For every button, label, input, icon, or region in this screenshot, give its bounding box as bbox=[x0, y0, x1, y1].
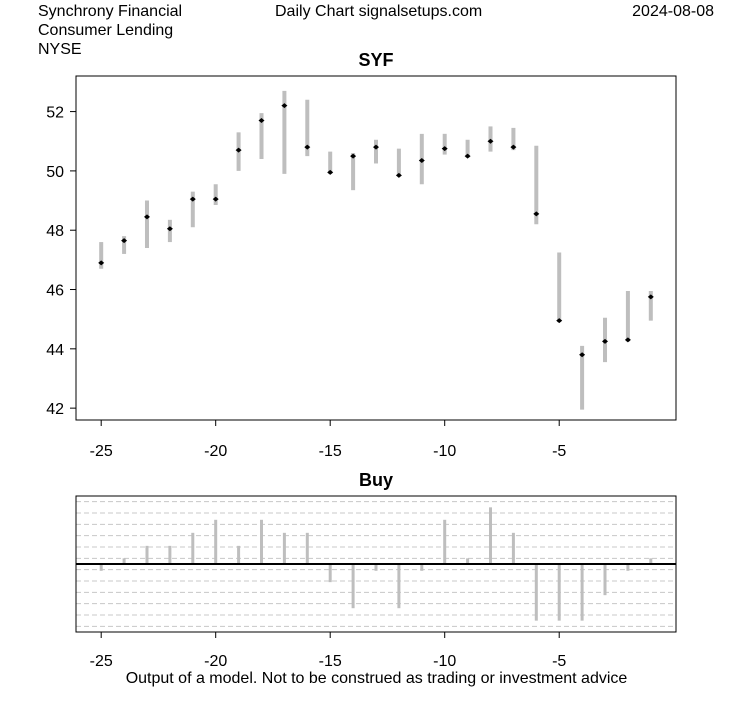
price-close-marker bbox=[464, 153, 471, 159]
price-close-marker bbox=[510, 144, 517, 150]
price-x-tick-label: -15 bbox=[319, 443, 342, 460]
price-close-marker bbox=[647, 294, 654, 300]
price-y-tick-label: 42 bbox=[46, 401, 64, 418]
price-close-marker bbox=[189, 196, 196, 202]
price-close-marker bbox=[98, 260, 105, 266]
price-close-marker bbox=[533, 211, 540, 217]
sector-label: Consumer Lending bbox=[38, 22, 174, 39]
price-y-tick-label: 46 bbox=[46, 283, 64, 300]
price-x-tick-label: -10 bbox=[433, 443, 456, 460]
price-y-tick-label: 52 bbox=[46, 105, 64, 122]
price-close-marker bbox=[258, 117, 265, 123]
buy-x-tick-label: -5 bbox=[552, 653, 566, 670]
company-name: Synchrony Financial bbox=[38, 3, 183, 20]
chart-source-title: Daily Chart signalsetups.com bbox=[275, 3, 483, 20]
price-close-marker bbox=[281, 103, 288, 109]
price-close-marker bbox=[487, 138, 494, 144]
price-y-tick-label: 50 bbox=[46, 164, 64, 181]
buy-x-tick-label: -15 bbox=[319, 653, 342, 670]
price-close-marker bbox=[395, 172, 402, 178]
price-close-marker bbox=[166, 226, 173, 232]
price-close-marker bbox=[350, 153, 357, 159]
exchange-label: NYSE bbox=[38, 41, 82, 58]
price-close-marker bbox=[235, 147, 242, 153]
price-chart-title: SYF bbox=[358, 50, 393, 70]
price-y-tick-label: 48 bbox=[46, 223, 64, 240]
price-close-marker bbox=[579, 352, 586, 358]
price-y-tick-label: 44 bbox=[46, 342, 64, 359]
buy-x-tick-label: -20 bbox=[204, 653, 227, 670]
price-x-tick-label: -20 bbox=[204, 443, 227, 460]
price-close-marker bbox=[418, 158, 425, 164]
price-x-tick-label: -25 bbox=[90, 443, 113, 460]
price-close-marker bbox=[212, 196, 219, 202]
price-close-marker bbox=[143, 214, 150, 220]
buy-x-tick-label: -10 bbox=[433, 653, 456, 670]
price-close-marker bbox=[304, 144, 311, 150]
buy-panel-frame bbox=[75, 495, 677, 633]
price-close-marker bbox=[441, 146, 448, 152]
price-close-marker bbox=[556, 318, 563, 324]
price-close-marker bbox=[624, 337, 631, 343]
price-close-marker bbox=[327, 169, 334, 175]
price-x-tick-label: -5 bbox=[552, 443, 566, 460]
price-panel-frame bbox=[75, 75, 677, 421]
price-close-marker bbox=[373, 144, 379, 150]
price-close-marker bbox=[602, 338, 609, 344]
price-close-marker bbox=[121, 238, 128, 244]
disclaimer-footer: Output of a model. Not to be construed a… bbox=[125, 670, 628, 687]
buy-chart-title: Buy bbox=[359, 470, 393, 490]
chart-date: 2024-08-08 bbox=[632, 3, 714, 20]
buy-x-tick-label: -25 bbox=[90, 653, 113, 670]
